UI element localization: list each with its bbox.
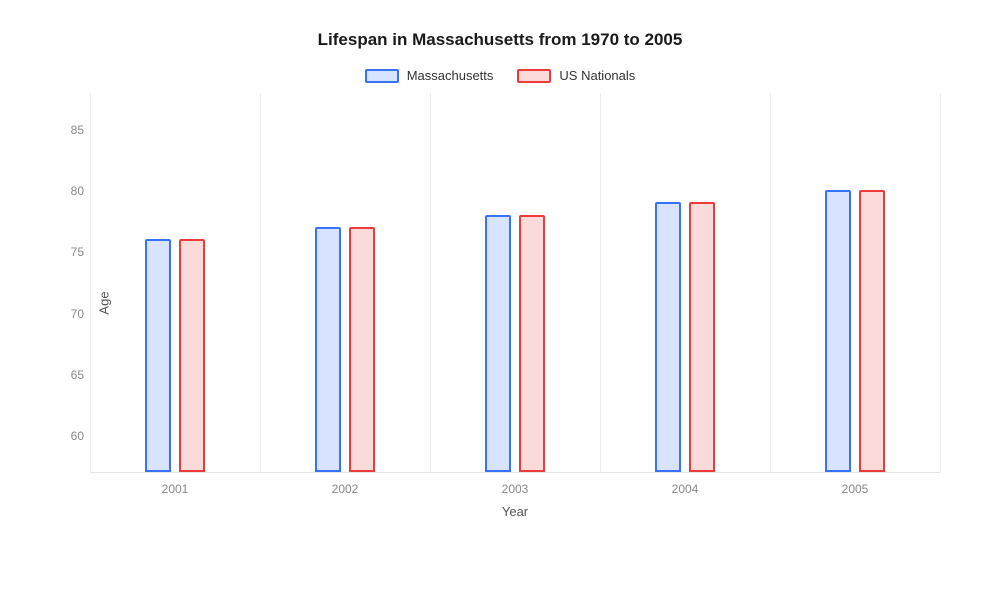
x-tick-label: 2002 — [332, 482, 359, 496]
y-tick-label: 70 — [50, 307, 84, 321]
bar-us-nationals-2001 — [179, 239, 205, 472]
bar-massachusetts-2001 — [145, 239, 171, 472]
bar-massachusetts-2004 — [655, 202, 681, 472]
x-tick-label: 2004 — [672, 482, 699, 496]
legend: Massachusetts US Nationals — [20, 68, 980, 83]
y-tick-label: 75 — [50, 245, 84, 259]
gridline-vertical — [260, 93, 261, 472]
bar-massachusetts-2005 — [825, 190, 851, 472]
bar-us-nationals-2002 — [349, 227, 375, 472]
y-tick-label: 85 — [50, 123, 84, 137]
legend-label-us-nationals: US Nationals — [559, 68, 635, 83]
y-tick-label: 80 — [50, 184, 84, 198]
y-tick-label: 65 — [50, 368, 84, 382]
legend-swatch-massachusetts — [365, 69, 399, 83]
plot: Age 60657075808520012002200320042005 Yea… — [90, 93, 940, 513]
bar-massachusetts-2003 — [485, 215, 511, 472]
gridline-vertical — [430, 93, 431, 472]
legend-item-massachusetts: Massachusetts — [365, 68, 494, 83]
legend-swatch-us-nationals — [517, 69, 551, 83]
x-tick-label: 2003 — [502, 482, 529, 496]
chart-title: Lifespan in Massachusetts from 1970 to 2… — [20, 30, 980, 50]
chart-container: Lifespan in Massachusetts from 1970 to 2… — [0, 0, 1000, 600]
plot-area: 60657075808520012002200320042005 — [90, 93, 940, 473]
x-tick-label: 2001 — [162, 482, 189, 496]
bar-us-nationals-2003 — [519, 215, 545, 472]
gridline-vertical — [600, 93, 601, 472]
bar-massachusetts-2002 — [315, 227, 341, 472]
bar-us-nationals-2004 — [689, 202, 715, 472]
gridline-vertical — [940, 93, 941, 472]
gridline-vertical — [770, 93, 771, 472]
legend-label-massachusetts: Massachusetts — [407, 68, 494, 83]
bar-us-nationals-2005 — [859, 190, 885, 472]
legend-item-us-nationals: US Nationals — [517, 68, 635, 83]
x-tick-label: 2005 — [842, 482, 869, 496]
y-tick-label: 60 — [50, 429, 84, 443]
x-axis-label: Year — [90, 504, 940, 519]
gridline-vertical — [90, 93, 91, 472]
